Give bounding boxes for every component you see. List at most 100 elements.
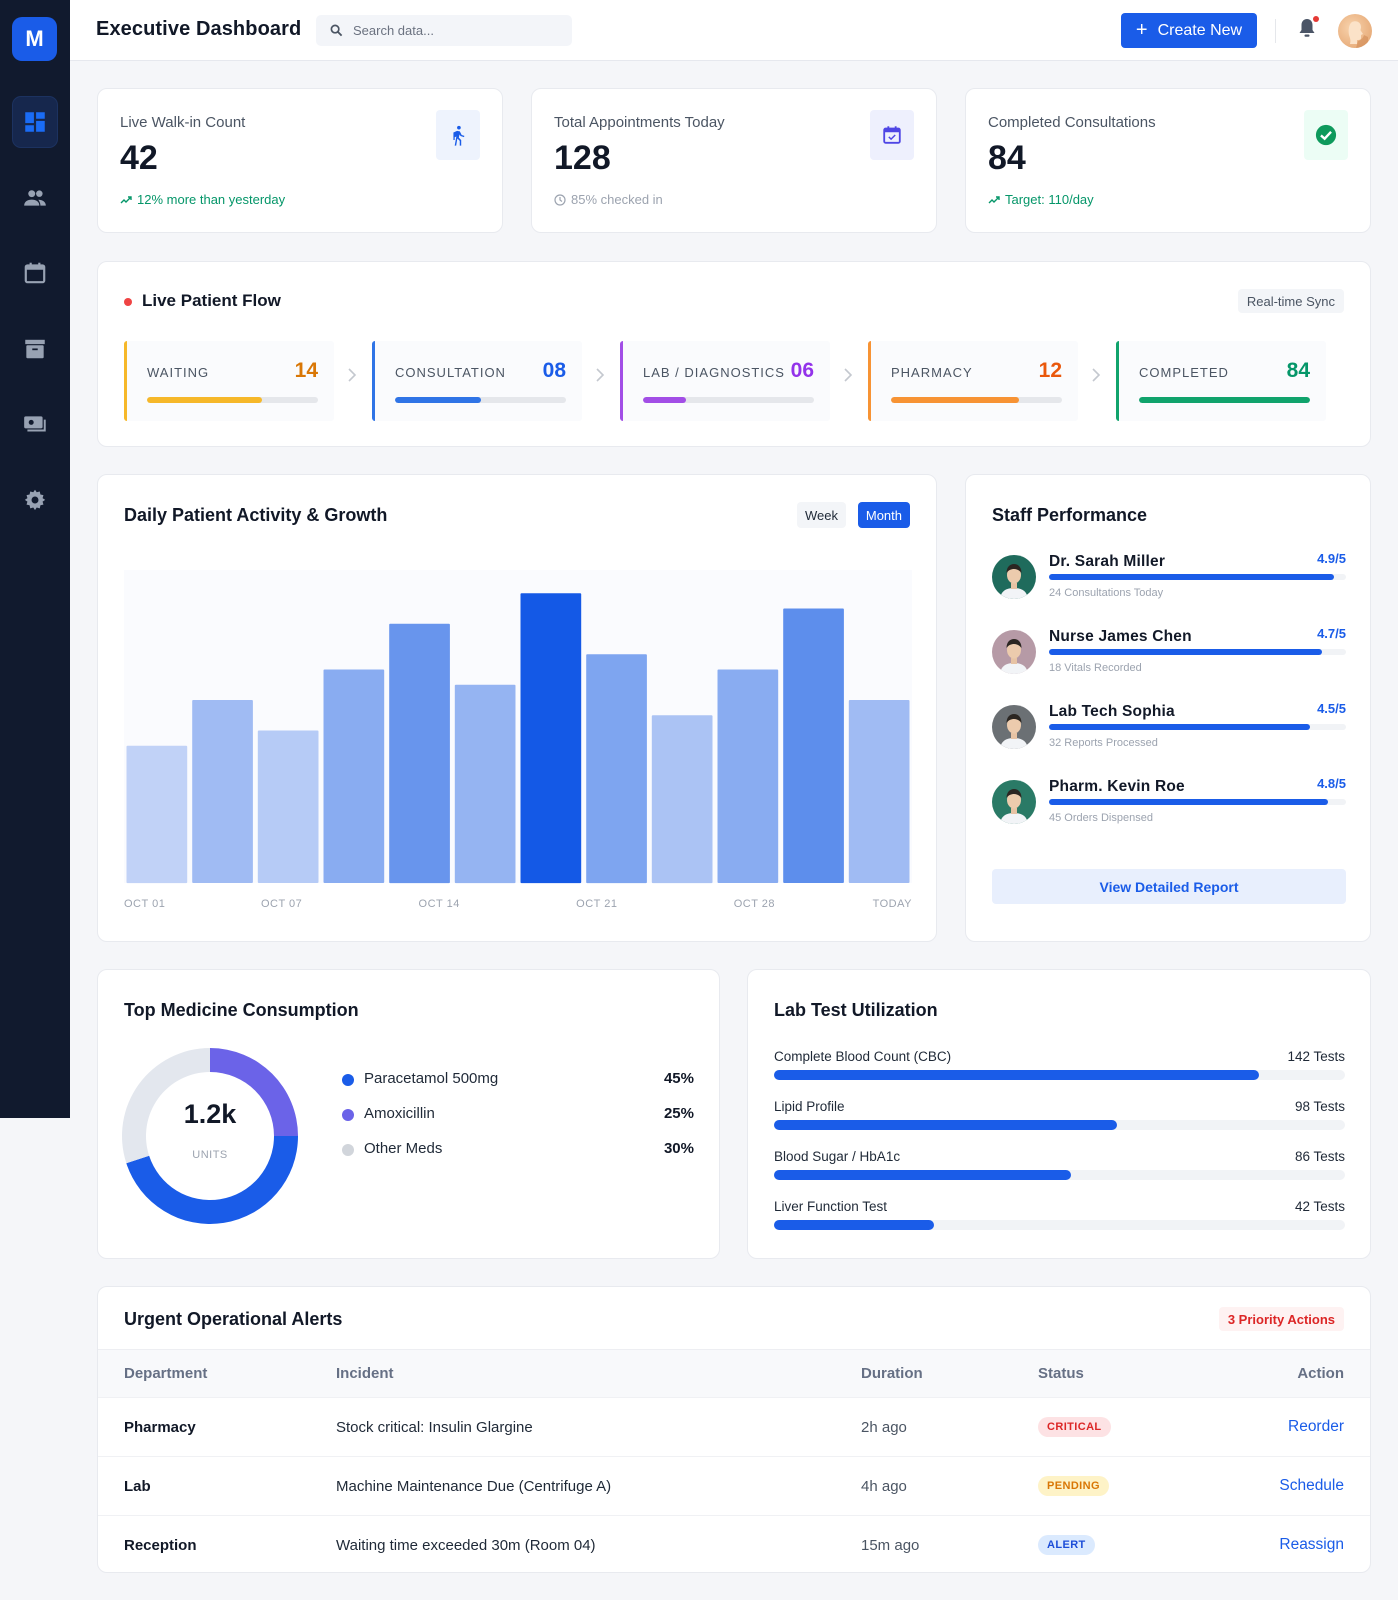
bar-4[interactable] [323,669,385,884]
bell-icon[interactable] [1295,16,1319,40]
column-header-incident: Incident [336,1365,394,1382]
cell-department: Lab [98,1456,336,1516]
flow-stage-completed[interactable]: COMPLETED 84 [1116,341,1326,421]
flow-stage-pharmacy[interactable]: PHARMACY 12 [868,341,1078,421]
x-tick-label: OCT 14 [419,898,460,910]
stage-count: 14 [294,359,318,382]
kpi-icon-box [436,110,480,160]
daily-activity-card: Daily Patient Activity & Growth Week Mon… [97,474,937,942]
bar-11[interactable] [783,608,844,884]
staff-name: Dr. Sarah Miller [1049,553,1166,570]
bar-2[interactable] [192,700,253,883]
staff-row[interactable]: Pharm. Kevin Roe 4.8/5 45 Orders Dispensed [992,775,1346,835]
bar-9[interactable] [651,715,713,884]
sidebar-item-inventory[interactable] [12,323,58,375]
staff-photo-icon [1000,564,1028,599]
kpi-card-appointments: Total Appointments Today 128 85% checked… [531,88,937,233]
create-new-button[interactable]: + Create New [1121,13,1257,48]
x-tick-label: OCT 21 [576,898,617,910]
bar-1[interactable] [126,745,188,884]
staff-row[interactable]: Dr. Sarah Miller 4.9/5 24 Consultations To… [992,550,1346,610]
bar-5[interactable] [389,623,450,884]
kpi-card-consultations: Completed Consultations 84 Target: 110/d… [965,88,1371,233]
flow-stage-lab-diagnostics[interactable]: LAB / DIAGNOSTICS 06 [620,341,830,421]
legend-swatch [342,1144,354,1156]
donut-total: 1.2k [183,1099,237,1129]
section-title: Top Medicine Consumption [124,1000,359,1020]
cell-department: Pharmacy [98,1397,336,1457]
staff-rating: 4.7/5 [1317,626,1346,641]
stage-count: 12 [1038,359,1062,382]
calendar-check-icon [883,126,901,144]
staff-row[interactable]: Nurse James Chen 4.7/5 18 Vitals Recorded [992,625,1346,685]
notification-dot [1313,16,1319,22]
lab-test-count: 142 Tests [1287,1049,1345,1064]
sidebar-item-calendar[interactable] [12,247,58,299]
app-logo[interactable]: M [12,17,57,61]
sidebar-item-billing[interactable] [12,398,58,450]
sidebar-item-patients[interactable] [12,172,58,224]
staff-row[interactable]: Lab Tech Sophia 4.5/5 32 Reports Processed [992,700,1346,760]
kpi-sub: 85% checked in [554,192,663,207]
staff-photo-icon [1000,789,1028,824]
sidebar: M [0,0,70,1118]
action-link-reassign[interactable]: Reassign [1279,1536,1344,1554]
create-new-label: Create New [1157,21,1243,39]
view-detailed-report-button[interactable]: View Detailed Report [992,869,1346,904]
legend-item: Paracetamol 500mg 45% [342,1069,694,1091]
legend-label: Amoxicillin [364,1105,435,1122]
lab-test-row: Liver Function Test 42 Tests [774,1199,1345,1239]
realtime-sync-badge: Real-time Sync [1237,289,1344,313]
table-header-row: Department Incident Duration Status Acti… [98,1349,1370,1398]
status-badge: PENDING [1038,1476,1109,1496]
chevron-right-icon [1092,368,1101,382]
cell-incident: Machine Maintenance Due (Centrifuge A) [336,1456,861,1516]
flow-stage-consultation[interactable]: CONSULTATION 08 [372,341,582,421]
bar-3[interactable] [257,730,319,884]
kpi-icon-box [1304,110,1348,160]
cell-duration: 15m ago [861,1515,1038,1572]
toggle-month-button[interactable]: Month [857,502,910,528]
sidebar-item-settings[interactable] [12,474,58,526]
user-avatar[interactable] [1338,14,1372,48]
kpi-label: Completed Consultations [988,114,1156,131]
section-title: Staff Performance [992,505,1148,525]
lab-test-name: Blood Sugar / HbA1c [774,1149,901,1164]
donut-slice-paracetamol-500mg[interactable] [126,1136,298,1224]
x-tick-label: TODAY [873,898,913,910]
payments-icon [24,416,46,432]
lab-usage-fill [774,1220,934,1230]
column-header-duration: Duration [861,1365,923,1382]
lab-test-count: 98 Tests [1294,1099,1345,1114]
stage-count: 08 [542,359,566,382]
donut-slice-other-meds[interactable] [122,1048,210,1164]
chevron-right-icon [596,368,605,382]
bar-8[interactable] [586,654,647,884]
stage-count: 06 [790,359,814,382]
flow-stage-waiting[interactable]: WAITING 14 [124,341,334,421]
dashboard-icon [25,112,45,132]
stage-progress-track [643,397,814,403]
search-input[interactable] [353,23,553,38]
toggle-week-button[interactable]: Week [797,502,846,528]
section-title: Daily Patient Activity & Growth [124,505,388,525]
action-link-reorder[interactable]: Reorder [1288,1418,1344,1435]
lab-usage-track [774,1120,1345,1130]
bar-6[interactable] [454,684,516,884]
staff-activity: 32 Reports Processed [1049,737,1158,749]
section-title: Lab Test Utilization [774,1000,938,1020]
search-bar[interactable] [316,15,572,46]
lab-usage-track [774,1070,1345,1080]
x-tick-label: OCT 28 [734,898,775,910]
stage-label: CONSULTATION [395,365,506,380]
kpi-value: 128 [554,139,611,177]
bar-10[interactable] [717,669,779,884]
trending-up-icon [120,195,132,203]
donut-slice-amoxicillin[interactable] [210,1048,298,1136]
bar-7[interactable] [520,593,582,884]
legend-label: Paracetamol 500mg [364,1070,499,1087]
sidebar-item-dashboard[interactable] [12,96,58,148]
plus-icon: + [1135,18,1148,41]
bar-12[interactable] [848,700,910,883]
action-link-schedule[interactable]: Schedule [1279,1477,1344,1494]
